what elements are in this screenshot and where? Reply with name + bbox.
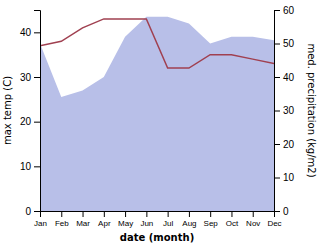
tick-label: Mar (76, 219, 90, 228)
tick: 0 (274, 206, 289, 217)
tick: 30 (20, 72, 40, 83)
axis-line (275, 11, 281, 212)
tick-label: 10 (20, 161, 32, 172)
tick: Mar (76, 211, 90, 228)
tick-mark (34, 166, 40, 167)
tick-label: Apr (98, 219, 111, 228)
tick-mark (34, 32, 40, 33)
tick-mark (104, 211, 105, 217)
tick-label: Dec (267, 219, 281, 228)
chart: JanFebMarAprMayJunJulAugSepOctNovDec0102… (0, 0, 318, 247)
tick: 10 (20, 161, 40, 172)
tick-label: Sep (204, 219, 219, 228)
tick-mark (168, 211, 169, 217)
tick-label: 20 (283, 139, 295, 150)
tick-mark (231, 211, 232, 217)
tick-label: 50 (283, 38, 295, 49)
tick: Jun (140, 211, 153, 228)
tick-mark (274, 10, 280, 11)
tick: 30 (274, 105, 295, 116)
tick-label: Aug (182, 219, 196, 228)
tick-mark (34, 211, 40, 212)
tick-label: 40 (283, 72, 295, 83)
tick: 20 (20, 116, 40, 127)
tick: Nov (246, 211, 260, 228)
tick-mark (274, 144, 280, 145)
tick: 40 (20, 27, 40, 38)
tick-mark (34, 122, 40, 123)
x-axis-title: date (month) (120, 232, 194, 243)
y-axis: 0 10 20 30 40 (20, 11, 41, 217)
tick: Apr (98, 211, 111, 228)
tick-mark (274, 44, 280, 45)
tick-label: 0 (283, 206, 289, 217)
tick: 50 (274, 38, 295, 49)
tick-label: Jan (34, 219, 47, 228)
tick-label: Jun (140, 219, 153, 228)
tick-mark (274, 77, 280, 78)
tick-label: 10 (283, 172, 295, 183)
tick-label: Oct (226, 219, 239, 228)
axis-line (34, 11, 41, 212)
tick: May (118, 211, 133, 228)
tick-mark (210, 211, 211, 217)
tick: Sep (204, 211, 219, 228)
tick-label: 30 (283, 105, 295, 116)
tick-label: 30 (20, 72, 32, 83)
y2-axis-title: med. precipitation (kg/m2) (306, 43, 317, 177)
tick: Jul (163, 211, 173, 228)
tick-mark (274, 178, 280, 179)
tick-mark (253, 211, 254, 217)
tick-label: May (118, 219, 133, 228)
y2-axis: 0 10 20 30 40 50 60 (274, 5, 295, 217)
tick: 40 (274, 72, 295, 83)
x-axis: Jan Feb Mar Apr May Jun Jul Aug Sep Oct Nov Dec (34, 211, 282, 228)
plot-area (40, 17, 274, 211)
tick-mark (189, 211, 190, 217)
tick: 20 (274, 139, 295, 150)
tick-mark (83, 211, 84, 217)
tick-mark (34, 77, 40, 78)
tick-label: Nov (246, 219, 260, 228)
tick: Oct (226, 211, 239, 228)
tick-mark (61, 211, 62, 217)
tick-mark (146, 211, 147, 217)
tick: Aug (182, 211, 196, 228)
tick: 60 (274, 5, 295, 16)
tick-label: 0 (25, 206, 31, 217)
tick-mark (274, 111, 280, 112)
tick-label: Jul (163, 219, 173, 228)
tick: Dec (267, 211, 281, 228)
tick-mark (125, 211, 126, 217)
tick: 0 (25, 206, 40, 217)
area (40, 17, 274, 211)
tick-label: Feb (55, 219, 69, 228)
tick-label: 40 (20, 27, 32, 38)
y-axis-title: max temp (C) (2, 76, 13, 145)
tick: Feb (55, 211, 69, 228)
axis-line (41, 212, 275, 218)
line (40, 19, 274, 68)
tick-mark (274, 211, 280, 212)
tick: Jan (34, 211, 47, 228)
tick: 10 (274, 172, 295, 183)
tick-label: 20 (20, 116, 32, 127)
tick-label: 60 (283, 5, 295, 16)
